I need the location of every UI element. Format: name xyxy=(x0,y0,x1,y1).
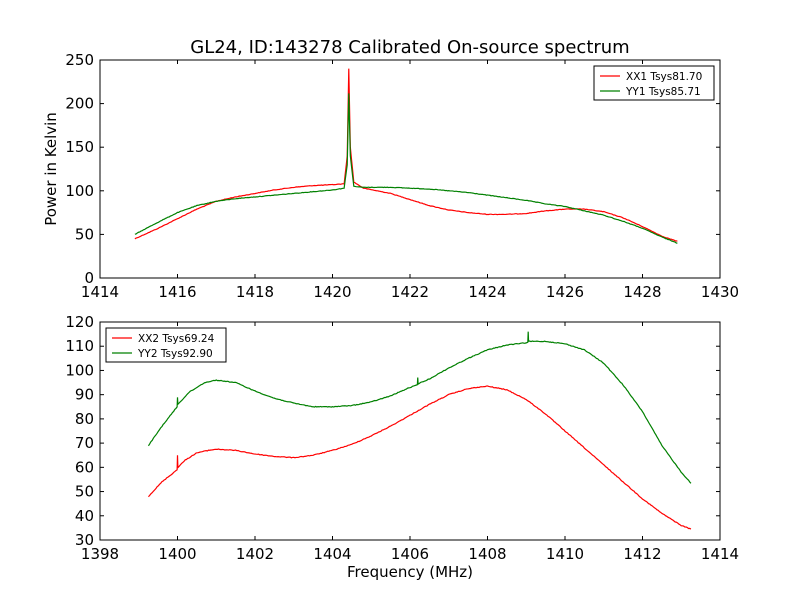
x-tick-label: 1410 xyxy=(546,545,584,563)
x-axis-label: Frequency (MHz) xyxy=(347,563,473,581)
y-tick-label: 0 xyxy=(84,269,94,287)
legend-entry: XX2 Tsys69.24 xyxy=(138,333,215,345)
x-tick-label: 1414 xyxy=(701,545,739,563)
y-tick-label: 80 xyxy=(75,410,94,428)
series-line-yy1 xyxy=(134,93,678,244)
plot-top: 1414 1416 1418 1420 1422 1424 1426 1428 1430 0 50 1… xyxy=(42,51,739,301)
y-tick-label: 40 xyxy=(75,507,94,525)
legend-entry: YY1 Tsys85.71 xyxy=(625,86,701,98)
y-tick-label: 120 xyxy=(65,313,94,331)
y-axis-label: Power in Kelvin xyxy=(42,112,60,226)
x-tick-label: 1404 xyxy=(313,545,351,563)
series-line-xx2 xyxy=(147,385,692,530)
x-tick-label: 1408 xyxy=(468,545,506,563)
x-tick-label: 1424 xyxy=(468,283,506,301)
legend: XX2 Tsys69.24 YY2 Tsys92.90 xyxy=(105,327,227,363)
y-tick-label: 100 xyxy=(65,361,94,379)
x-tick-label: 1412 xyxy=(623,545,661,563)
y-tick-label: 50 xyxy=(75,483,94,501)
y-tick-label: 30 xyxy=(75,531,94,549)
y-tick-label: 110 xyxy=(65,337,94,355)
series-line-xx1 xyxy=(134,68,678,242)
legend-box xyxy=(593,65,715,101)
x-tick-label: 1426 xyxy=(546,283,584,301)
x-tick-label: 1398 xyxy=(81,545,119,563)
x-tick-label: 1428 xyxy=(623,283,661,301)
y-tick-label: 200 xyxy=(65,95,94,113)
x-tick-label: 1416 xyxy=(158,283,196,301)
x-tick-label: 1400 xyxy=(158,545,196,563)
legend-entry: YY2 Tsys92.90 xyxy=(137,348,213,360)
x-tick-label: 1418 xyxy=(236,283,274,301)
y-tick-label: 70 xyxy=(75,434,94,452)
x-tick-label: 1402 xyxy=(236,545,274,563)
y-tick-label: 250 xyxy=(65,51,94,69)
legend: XX1 Tsys81.70 YY1 Tsys85.71 xyxy=(593,65,715,101)
x-tick-label: 1422 xyxy=(391,283,429,301)
x-tick-label: 1414 xyxy=(81,283,119,301)
y-tick-label: 90 xyxy=(75,386,94,404)
y-tick-label: 150 xyxy=(65,138,94,156)
legend-box xyxy=(105,327,227,363)
chart-title: GL24, ID:143278 Calibrated On-source spe… xyxy=(190,37,629,58)
x-tick-label: 1430 xyxy=(701,283,739,301)
y-tick-label: 50 xyxy=(75,225,94,243)
y-tick-label: 100 xyxy=(65,182,94,200)
series-line-yy2 xyxy=(147,331,692,484)
x-tick-label: 1420 xyxy=(313,283,351,301)
x-tick-label: 1406 xyxy=(391,545,429,563)
legend-entry: XX1 Tsys81.70 xyxy=(626,71,702,83)
y-tick-label: 60 xyxy=(75,458,94,476)
plot-bottom: 1398 1400 1402 1404 1406 1408 1410 1412 1414 30 40… xyxy=(65,313,739,581)
